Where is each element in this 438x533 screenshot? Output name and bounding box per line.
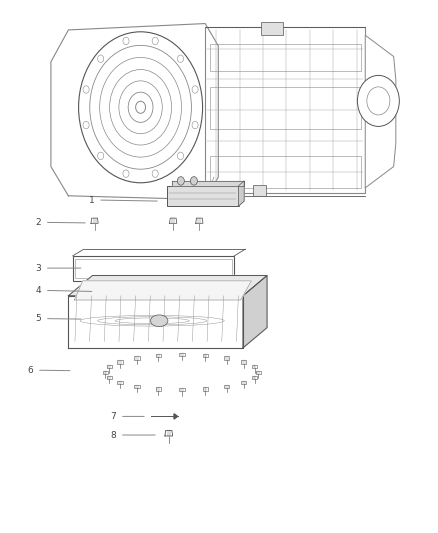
Bar bbox=[117, 360, 123, 364]
Bar bbox=[253, 185, 266, 196]
Bar bbox=[256, 370, 261, 374]
Polygon shape bbox=[68, 276, 267, 296]
Polygon shape bbox=[196, 218, 203, 223]
Circle shape bbox=[98, 55, 104, 62]
Polygon shape bbox=[91, 218, 98, 223]
Circle shape bbox=[177, 176, 184, 185]
Bar bbox=[117, 381, 123, 384]
Text: 6: 6 bbox=[28, 366, 33, 375]
Bar bbox=[205, 27, 365, 193]
Bar bbox=[134, 357, 140, 360]
Polygon shape bbox=[51, 23, 218, 199]
Bar bbox=[103, 370, 108, 374]
Text: 2: 2 bbox=[35, 218, 41, 227]
Bar bbox=[155, 354, 161, 357]
Circle shape bbox=[192, 122, 198, 129]
Circle shape bbox=[152, 37, 158, 45]
Bar bbox=[252, 365, 257, 368]
Bar bbox=[203, 354, 208, 357]
Text: 7: 7 bbox=[111, 412, 117, 421]
Polygon shape bbox=[365, 35, 396, 188]
Circle shape bbox=[192, 86, 198, 93]
Bar bbox=[224, 385, 230, 388]
Circle shape bbox=[98, 152, 104, 159]
Circle shape bbox=[123, 37, 129, 45]
Bar bbox=[179, 388, 184, 391]
Circle shape bbox=[152, 170, 158, 177]
Circle shape bbox=[83, 86, 89, 93]
Circle shape bbox=[177, 55, 184, 62]
Bar bbox=[261, 22, 283, 35]
Bar bbox=[241, 360, 246, 364]
Bar bbox=[252, 376, 257, 379]
Polygon shape bbox=[74, 281, 251, 300]
Bar bbox=[75, 259, 232, 278]
Bar bbox=[106, 365, 112, 368]
Ellipse shape bbox=[168, 289, 187, 296]
Circle shape bbox=[83, 122, 89, 129]
Bar bbox=[224, 357, 230, 360]
Circle shape bbox=[123, 170, 129, 177]
Bar bbox=[134, 385, 140, 388]
Text: 4: 4 bbox=[35, 286, 41, 295]
Bar bbox=[209, 87, 361, 130]
Text: 1: 1 bbox=[89, 196, 95, 205]
Bar bbox=[155, 387, 161, 391]
Polygon shape bbox=[174, 414, 177, 419]
Text: 5: 5 bbox=[35, 314, 41, 323]
Circle shape bbox=[357, 75, 399, 126]
Polygon shape bbox=[68, 296, 243, 348]
Ellipse shape bbox=[136, 289, 154, 296]
Polygon shape bbox=[170, 218, 177, 223]
Bar bbox=[241, 381, 246, 384]
Ellipse shape bbox=[150, 315, 168, 327]
Text: 3: 3 bbox=[35, 264, 41, 272]
Bar bbox=[209, 44, 361, 71]
Circle shape bbox=[177, 152, 184, 159]
Polygon shape bbox=[239, 181, 244, 206]
Bar bbox=[209, 156, 361, 188]
Bar bbox=[166, 185, 239, 206]
Polygon shape bbox=[165, 431, 173, 436]
Bar bbox=[73, 256, 234, 281]
Bar bbox=[203, 387, 208, 391]
Polygon shape bbox=[243, 276, 267, 348]
Bar bbox=[106, 376, 112, 379]
Text: 8: 8 bbox=[111, 431, 117, 440]
Circle shape bbox=[191, 176, 198, 185]
Bar bbox=[179, 353, 184, 357]
Polygon shape bbox=[172, 181, 244, 185]
